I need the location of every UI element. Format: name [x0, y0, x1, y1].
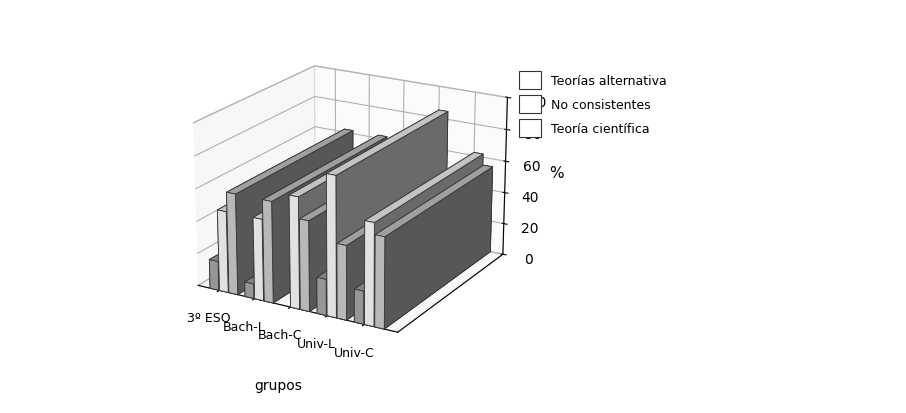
Text: grupos: grupos — [255, 378, 303, 392]
Legend: Teorías alternativa, No consistentes, Teoría científica: Teorías alternativa, No consistentes, Te… — [508, 62, 677, 147]
